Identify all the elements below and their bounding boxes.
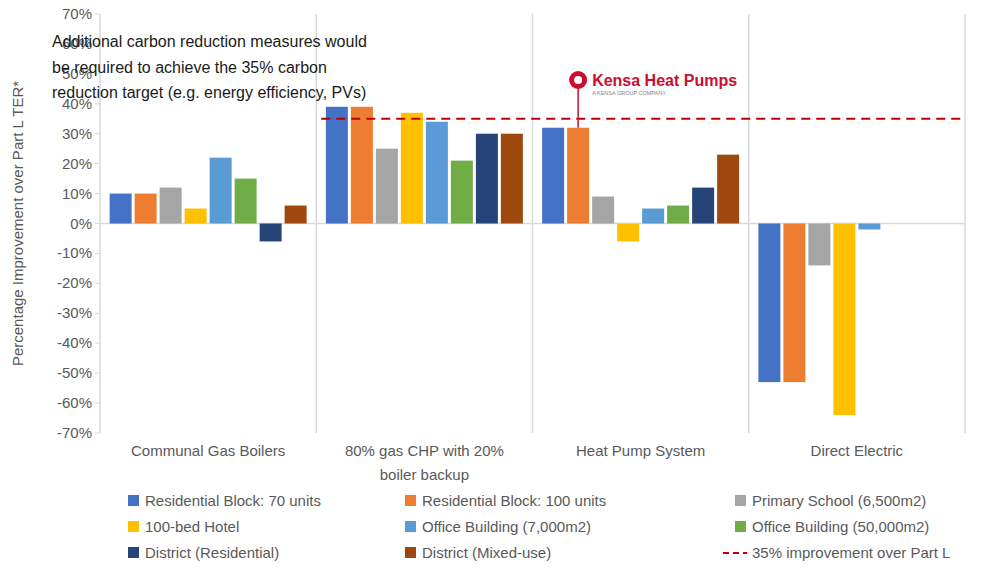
bar — [567, 128, 589, 224]
chart: -70%-60%-50%-40%-30%-20%-10%0%10%20%30%4… — [0, 0, 997, 585]
y-tick-label: -60% — [57, 394, 92, 411]
bar — [642, 209, 664, 224]
bar — [160, 188, 182, 224]
bar — [858, 224, 880, 230]
y-tick — [95, 403, 100, 404]
legend-swatch — [128, 547, 139, 558]
bar — [110, 194, 132, 224]
category-label-line: boiler backup — [380, 466, 469, 483]
bar — [401, 113, 423, 224]
category-label: 80% gas CHP with 20% boiler backup — [345, 442, 504, 483]
legend-label: Office Building (7,000m2) — [422, 518, 591, 535]
bar — [210, 158, 232, 224]
category-label-line: Direct Electric — [811, 442, 904, 459]
y-tick — [95, 373, 100, 374]
legend-label: 35% improvement over Part L — [752, 544, 950, 561]
y-tick — [95, 14, 100, 15]
y-tick — [95, 283, 100, 284]
y-tick — [95, 253, 100, 254]
bar — [833, 224, 855, 416]
y-tick-label: 0% — [70, 215, 92, 232]
legend-swatch — [405, 547, 416, 558]
bar — [260, 224, 282, 242]
y-tick-label: -30% — [57, 304, 92, 321]
bar — [501, 134, 523, 224]
bar — [135, 194, 157, 224]
bar — [285, 206, 307, 224]
bar — [476, 134, 498, 224]
category-label-line: Communal Gas Boilers — [131, 442, 285, 459]
bar — [326, 107, 348, 224]
annotation: be required to achieve the 35% carbon — [52, 59, 327, 76]
y-tick-label: 10% — [62, 185, 92, 202]
y-tick — [95, 433, 100, 434]
y-tick — [95, 313, 100, 314]
bar — [692, 188, 714, 224]
legend-swatch — [405, 495, 416, 506]
legend-label: Office Building (50,000m2) — [752, 518, 929, 535]
bar — [426, 122, 448, 224]
reference-group — [321, 118, 965, 119]
y-tick-label: 30% — [62, 125, 92, 142]
bar — [717, 155, 739, 224]
legend-swatch — [128, 495, 139, 506]
logo-pointer — [577, 86, 579, 128]
y-tick — [95, 103, 100, 104]
category-label: Heat Pump System — [576, 442, 705, 459]
bar — [542, 128, 564, 224]
legend-label: Residential Block: 70 units — [145, 492, 321, 509]
legend-swatch — [723, 552, 747, 554]
category-label: Communal Gas Boilers — [131, 442, 285, 459]
bar — [235, 179, 257, 224]
y-tick-label: -70% — [57, 424, 92, 441]
y-tick — [95, 193, 100, 194]
legend-label: Primary School (6,500m2) — [752, 492, 926, 509]
legend-swatch — [735, 521, 746, 532]
y-tick-label: -40% — [57, 334, 92, 351]
y-tick-label: -50% — [57, 364, 92, 381]
bar — [617, 224, 639, 242]
y-tick — [95, 343, 100, 344]
y-tick-label: 70% — [62, 5, 92, 22]
category-label: Direct Electric — [811, 442, 904, 459]
legend-label: District (Residential) — [145, 544, 279, 561]
annotation: reduction target (e.g. energy efficiency… — [52, 84, 366, 101]
logo-text: Kensa Heat Pumps — [592, 72, 737, 89]
bar — [376, 149, 398, 224]
y-tick — [95, 163, 100, 164]
bars — [110, 107, 881, 415]
annotation: Additional carbon reduction measures wou… — [52, 33, 367, 50]
category-label-line: 80% gas CHP with 20% — [345, 442, 504, 459]
y-tick — [95, 223, 100, 224]
y-axis-label: Percentage Improvement over Part L TER* — [9, 81, 26, 366]
legend-label: 100-bed Hotel — [145, 518, 239, 535]
bar — [667, 206, 689, 224]
legend-label: Residential Block: 100 units — [422, 492, 606, 509]
bar — [351, 107, 373, 224]
y-tick-label: -20% — [57, 274, 92, 291]
bar — [185, 209, 207, 224]
logo-icon-inner — [574, 76, 582, 84]
bar — [758, 224, 780, 383]
y-tick-label: 20% — [62, 155, 92, 172]
y-tick — [95, 133, 100, 134]
legend-swatch — [128, 521, 139, 532]
y-tick-label: -10% — [57, 244, 92, 261]
legend-swatch — [735, 495, 746, 506]
bar — [592, 197, 614, 224]
reference-line — [321, 118, 965, 120]
category-label-line: Heat Pump System — [576, 442, 705, 459]
bar — [783, 224, 805, 383]
bar — [808, 224, 830, 266]
legend-swatch — [405, 521, 416, 532]
bar — [451, 161, 473, 224]
logo-icon — [569, 71, 587, 89]
legend-label: District (Mixed-use) — [422, 544, 551, 561]
logo-subtext: A KENSA GROUP COMPANY — [592, 90, 666, 96]
